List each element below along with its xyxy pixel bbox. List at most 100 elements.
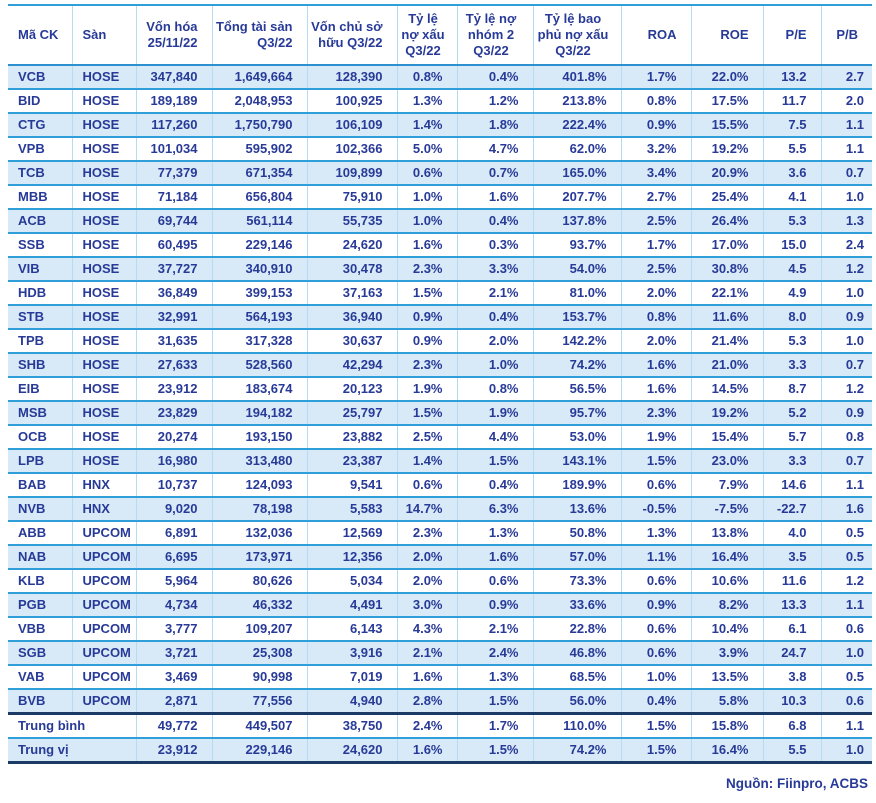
cell-pe: 4.5 [762, 256, 821, 282]
cell-ma_ck: EIB [8, 376, 72, 402]
cell-roe: 14.5% [690, 376, 763, 402]
cell-san: HOSE [71, 256, 136, 282]
cell-roa: 2.5% [620, 208, 691, 234]
cell-ty_le_bao_phu_no_xau: 33.6% [532, 592, 621, 618]
cell-ma_ck: ACB [8, 208, 72, 234]
cell-roe: 15.8% [690, 711, 763, 739]
cell-pb: 1.0 [820, 640, 872, 666]
cell-san: HOSE [71, 448, 136, 474]
cell-pe: 24.7 [762, 640, 821, 666]
cell-ty_le_no_nhom_2: 1.7% [456, 711, 533, 739]
cell-roa: 1.7% [620, 232, 691, 258]
cell-pe: 6.8 [762, 711, 821, 739]
cell-pb: 1.1 [820, 592, 872, 618]
cell-roa: 2.0% [620, 280, 691, 306]
cell-roe: -7.5% [690, 496, 763, 522]
cell-von_hoa: 347,840 [135, 64, 212, 90]
cell-ty_le_bao_phu_no_xau: 74.2% [532, 737, 621, 764]
table-row-VCB: VCB HOSE 347,840 1,649,664 128,390 0.8% 0.4% 40… [8, 64, 872, 90]
column-header-pb: P/B [820, 5, 872, 66]
table-row-VIB: VIB HOSE 37,727 340,910 30,478 2.3% 3.3% 54.0% 2… [8, 256, 872, 282]
cell-roa: 1.7% [620, 64, 691, 90]
cell-ty_le_no_nhom_2: 2.0% [456, 328, 533, 354]
cell-von_chu_so_huu: 25,797 [306, 400, 397, 426]
cell-pe: 8.7 [762, 376, 821, 402]
cell-ty_le_no_xau: 1.6% [396, 232, 457, 258]
cell-ty_le_no_xau: 1.6% [396, 737, 457, 764]
cell-san: UPCOM [71, 544, 136, 570]
cell-ty_le_bao_phu_no_xau: 207.7% [532, 184, 621, 210]
cell-tong_tai_san: 183,674 [211, 376, 307, 402]
summary-row-median: Trung vị 23,912 229,146 24,620 1.6% 1.5% 74.2%… [8, 737, 872, 764]
cell-roe: 7.9% [690, 472, 763, 498]
cell-von_hoa: 16,980 [135, 448, 212, 474]
cell-pb: 2.0 [820, 88, 872, 114]
cell-von_chu_so_huu: 42,294 [306, 352, 397, 378]
cell-ty_le_no_xau: 0.9% [396, 328, 457, 354]
cell-pb: 1.1 [820, 711, 872, 739]
cell-tong_tai_san: 564,193 [211, 304, 307, 330]
table-body: VCB HOSE 347,840 1,649,664 128,390 0.8% 0.4% 40… [8, 64, 872, 764]
cell-roe: 15.5% [690, 112, 763, 138]
cell-ma_ck: CTG [8, 112, 72, 138]
cell-von_chu_so_huu: 9,541 [306, 472, 397, 498]
cell-pb: 1.0 [820, 184, 872, 210]
cell-von_hoa: 6,891 [135, 520, 212, 546]
header-row: Mã CK Sàn Vốn hóa 25/11/22 Tổng tài sản Q3/… [8, 5, 872, 66]
cell-von_hoa: 49,772 [135, 711, 212, 739]
cell-von_hoa: 101,034 [135, 136, 212, 162]
cell-tong_tai_san: 46,332 [211, 592, 307, 618]
cell-roe: 23.0% [690, 448, 763, 474]
cell-ty_le_no_nhom_2: 1.5% [456, 448, 533, 474]
cell-pe: 14.6 [762, 472, 821, 498]
cell-pe: 7.5 [762, 112, 821, 138]
cell-von_hoa: 23,829 [135, 400, 212, 426]
cell-pb: 0.5 [820, 520, 872, 546]
cell-pb: 0.7 [820, 352, 872, 378]
cell-ty_le_no_xau: 2.8% [396, 688, 457, 715]
cell-pe: 3.3 [762, 352, 821, 378]
cell-pe: 3.6 [762, 160, 821, 186]
cell-von_hoa: 23,912 [135, 737, 212, 764]
cell-san: HOSE [71, 184, 136, 210]
table-row-SGB: SGB UPCOM 3,721 25,308 3,916 2.1% 2.4% 46.8% 0.6… [8, 640, 872, 666]
cell-ma_ck: TCB [8, 160, 72, 186]
cell-roe: 26.4% [690, 208, 763, 234]
cell-roe: 13.8% [690, 520, 763, 546]
cell-von_chu_so_huu: 109,899 [306, 160, 397, 186]
cell-ma_ck: SSB [8, 232, 72, 258]
cell-roa: 2.0% [620, 328, 691, 354]
cell-tong_tai_san: 528,560 [211, 352, 307, 378]
cell-ma_ck: OCB [8, 424, 72, 450]
cell-pb: 1.0 [820, 280, 872, 306]
cell-von_chu_so_huu: 12,569 [306, 520, 397, 546]
cell-san: HNX [71, 472, 136, 498]
cell-ty_le_no_xau: 0.6% [396, 472, 457, 498]
cell-ty_le_bao_phu_no_xau: 46.8% [532, 640, 621, 666]
cell-ma_ck: ABB [8, 520, 72, 546]
cell-von_chu_so_huu: 5,583 [306, 496, 397, 522]
column-header-tong_tai_san: Tổng tài sản Q3/22 [211, 5, 307, 66]
cell-ty_le_no_nhom_2: 0.4% [456, 304, 533, 330]
cell-von_chu_so_huu: 23,882 [306, 424, 397, 450]
column-header-roe: ROE [690, 5, 763, 66]
cell-san: HOSE [71, 328, 136, 354]
cell-ty_le_no_nhom_2: 0.4% [456, 208, 533, 234]
cell-von_hoa: 36,849 [135, 280, 212, 306]
cell-ty_le_no_xau: 1.0% [396, 208, 457, 234]
cell-roe: 19.2% [690, 400, 763, 426]
cell-roe: 22.0% [690, 64, 763, 90]
cell-von_hoa: 189,189 [135, 88, 212, 114]
cell-roe: 17.5% [690, 88, 763, 114]
cell-ty_le_bao_phu_no_xau: 50.8% [532, 520, 621, 546]
cell-ty_le_bao_phu_no_xau: 56.0% [532, 688, 621, 715]
cell-roa: 3.4% [620, 160, 691, 186]
cell-san: UPCOM [71, 568, 136, 594]
cell-ty_le_no_nhom_2: 4.4% [456, 424, 533, 450]
cell-ty_le_bao_phu_no_xau: 68.5% [532, 664, 621, 690]
cell-ty_le_no_nhom_2: 1.2% [456, 88, 533, 114]
cell-roa: 0.6% [620, 640, 691, 666]
cell-von_chu_so_huu: 24,620 [306, 232, 397, 258]
cell-ty_le_no_nhom_2: 2.4% [456, 640, 533, 666]
cell-von_chu_so_huu: 24,620 [306, 737, 397, 764]
